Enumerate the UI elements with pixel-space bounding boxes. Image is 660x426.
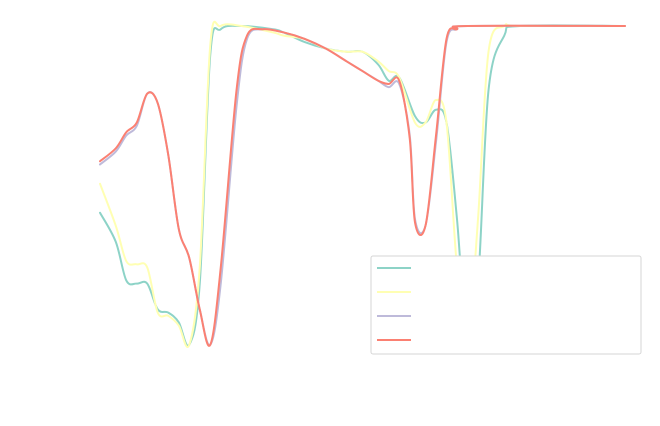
- legend: [370, 255, 642, 355]
- series-line-4: [99, 24, 626, 347]
- legend-box: [370, 255, 642, 355]
- legend-items: [377, 267, 411, 341]
